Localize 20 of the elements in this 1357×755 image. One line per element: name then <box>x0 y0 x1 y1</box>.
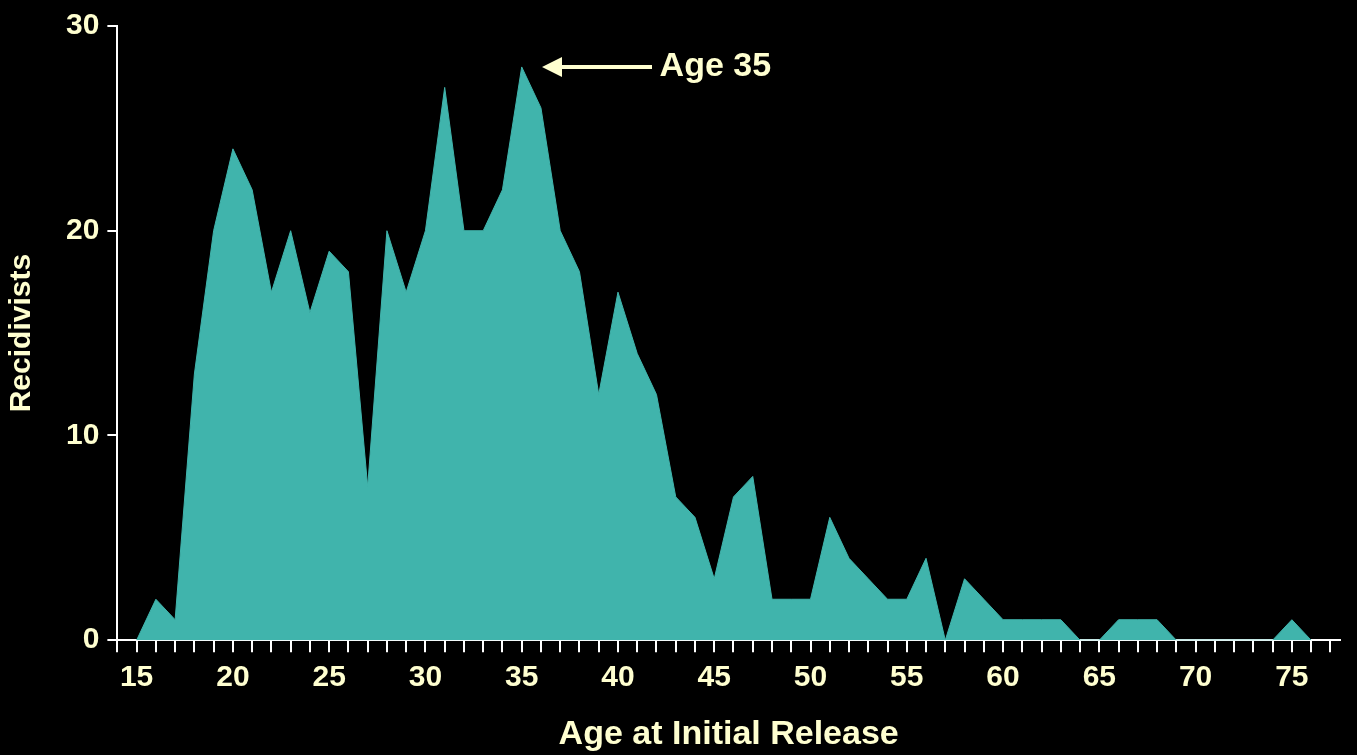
x-tick-label: 20 <box>216 659 250 693</box>
x-tick-label: 60 <box>986 659 1020 693</box>
x-tick-label: 40 <box>601 659 635 693</box>
y-tick-label: 20 <box>65 212 100 245</box>
x-tick-label: 50 <box>793 659 828 693</box>
x-tick-label: 55 <box>890 659 924 693</box>
x-tick-label: 35 <box>505 659 539 693</box>
y-tick-label: 30 <box>65 7 100 41</box>
annotation: Age 35 <box>659 44 772 83</box>
y-axis-title: Recidivists <box>3 253 37 413</box>
x-tick-label: 30 <box>408 659 443 693</box>
x-tick-label: 75 <box>1275 659 1309 693</box>
x-tick-label: 15 <box>119 659 154 693</box>
y-tick-label: 10 <box>65 416 100 450</box>
x-tick-label: 65 <box>1082 659 1117 693</box>
x-tick-label: 25 <box>312 659 346 693</box>
x-tick-label: 70 <box>1178 659 1213 693</box>
y-tick-label: 0 <box>82 621 100 655</box>
x-tick-label: 45 <box>697 659 731 693</box>
x-axis-title: Age at Initial Release <box>558 712 899 751</box>
